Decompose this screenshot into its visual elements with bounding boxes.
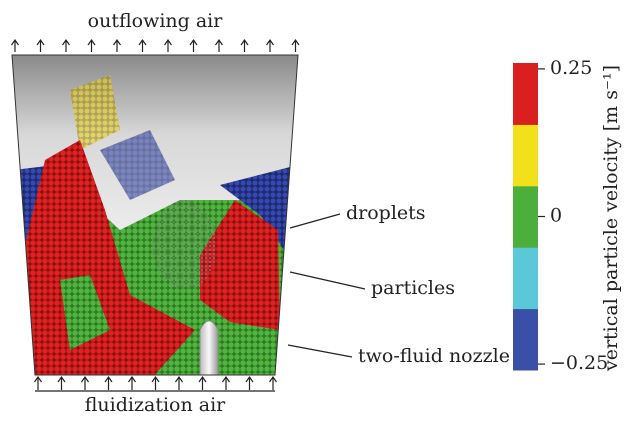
top-label: outflowing air bbox=[88, 10, 224, 32]
arrow bbox=[87, 38, 96, 52]
arrow bbox=[266, 38, 274, 52]
bed-outline bbox=[11, 54, 299, 376]
colorbar-segment bbox=[513, 185, 538, 248]
colorbar-tick-label: −0.25 bbox=[550, 352, 608, 374]
particles-label: particles bbox=[371, 277, 455, 299]
arrow bbox=[175, 375, 183, 390]
arrow bbox=[189, 38, 198, 52]
colorbar-segment bbox=[513, 124, 538, 187]
arrow bbox=[113, 38, 121, 52]
arrow bbox=[138, 38, 147, 52]
colorbar-segment bbox=[513, 247, 538, 310]
nozzle-label: two-fluid nozzle bbox=[358, 345, 510, 367]
arrow bbox=[34, 375, 42, 390]
arrow bbox=[240, 38, 249, 52]
air-arrows bbox=[11, 38, 300, 392]
arrow bbox=[215, 38, 223, 52]
colorbar: 0.25 0 −0.25 bbox=[513, 57, 608, 374]
arrow bbox=[164, 38, 172, 52]
arrow bbox=[62, 38, 70, 52]
arrow bbox=[291, 38, 300, 52]
colorbar-tick-label: 0.25 bbox=[550, 57, 592, 79]
colorbar-title: vertical particle velocity [m s⁻¹] bbox=[600, 65, 622, 372]
arrow bbox=[198, 375, 207, 390]
arrow bbox=[11, 38, 19, 52]
arrow bbox=[57, 375, 66, 390]
droplets-label: droplets bbox=[346, 202, 426, 224]
arrow bbox=[151, 375, 160, 390]
arrow bbox=[104, 375, 113, 390]
arrow bbox=[81, 375, 89, 390]
arrow bbox=[222, 375, 230, 390]
bottom-label: fluidization air bbox=[85, 394, 226, 416]
bed bbox=[12, 55, 298, 375]
arrow bbox=[36, 38, 45, 52]
arrow bbox=[245, 375, 254, 390]
colorbar-segment bbox=[513, 308, 538, 371]
colorbar-tick-label: 0 bbox=[550, 205, 562, 227]
leader-lines bbox=[287, 213, 366, 358]
colorbar-segment bbox=[513, 63, 538, 125]
arrow bbox=[128, 375, 136, 390]
arrow bbox=[269, 375, 277, 390]
